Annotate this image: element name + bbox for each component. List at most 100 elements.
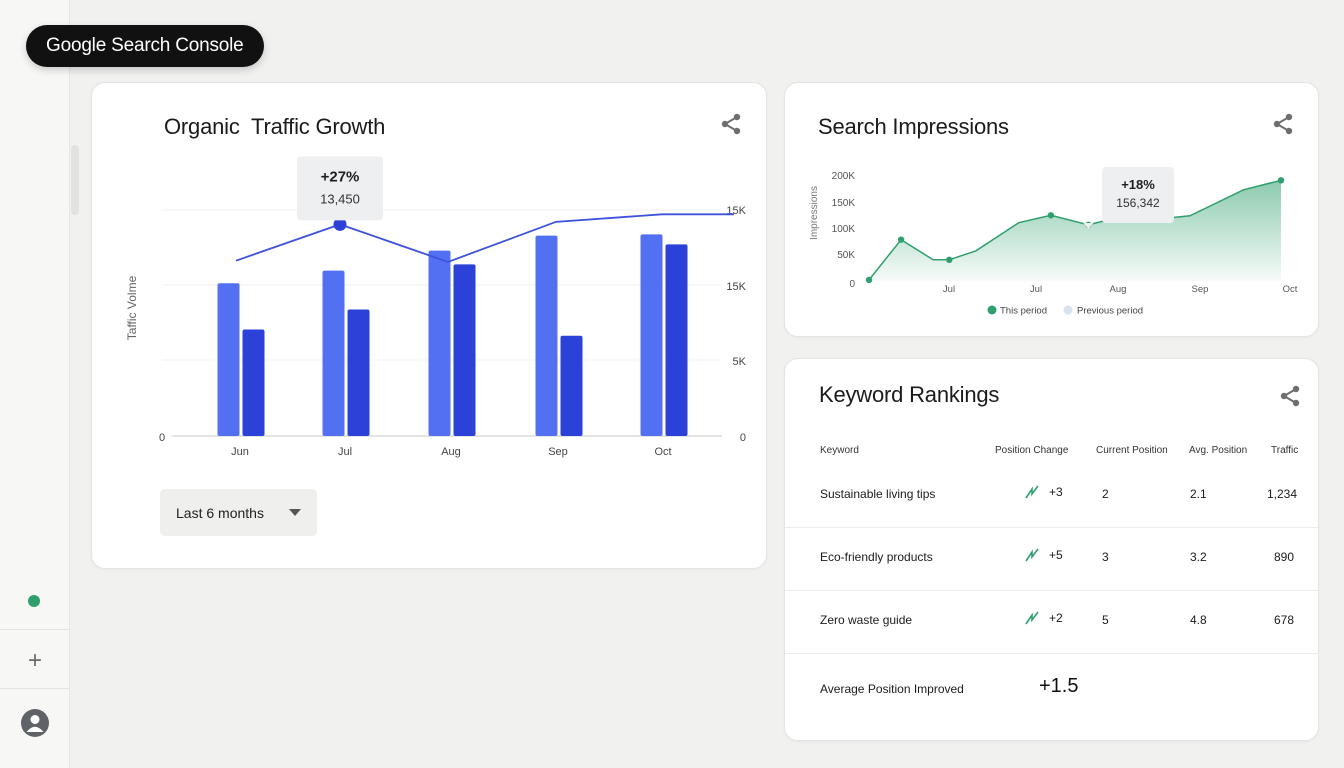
x-axis-tick-label: Oct [1283,284,1298,295]
bar [428,250,451,436]
table-row[interactable]: Sustainable living tips +3 2 2.1 1,234 [785,465,1318,528]
bar [640,234,663,436]
column-header-traffic[interactable]: Traffic [1271,445,1299,456]
right-axis-tick-label: 15K [726,281,746,293]
bar [535,235,558,436]
caret-down-icon [289,509,301,516]
x-axis-tick-label: Sep [548,446,568,458]
share-icon[interactable] [1271,112,1295,136]
card-title: Organic Traffic Growth [164,114,386,139]
series-line [868,179,1282,281]
y-axis-tick-label: 100K [832,224,856,235]
legend-marker [1063,305,1073,315]
legend-label: Previous period [1077,306,1143,317]
sidebar-divider [0,688,70,689]
period-dropdown-label: Last 6 months [176,504,264,521]
traffic-cell: 1,234 [1267,487,1298,501]
x-axis-tick-label: Sep [1192,284,1209,295]
current-position-cell: 2 [1102,487,1109,501]
tooltip-box [297,156,383,221]
right-axis-tick-label: 0 [740,432,746,444]
highlight-point [333,217,347,231]
avg-position-cell: 2.1 [1190,487,1207,501]
period-dropdown[interactable]: Last 6 months [160,489,317,536]
status-indicator [28,595,40,607]
keyword-cell: Sustainable living tips [820,487,936,501]
bar [560,335,583,436]
tooltip-change: +18% [1121,177,1155,192]
current-position-cell: 5 [1102,613,1109,627]
summary-label: Average Position Improved [820,682,964,696]
y-axis-tick-label: 50K [837,250,855,261]
sidebar-scrollbar[interactable] [71,145,79,215]
x-axis-tick-label: Aug [1110,284,1127,295]
current-position-cell: 3 [1102,550,1109,564]
trend-line [235,213,734,263]
tooltip-value: 156,342 [1116,196,1160,210]
column-header-position-change[interactable]: Position Change [995,445,1069,456]
trend-up-icon [1025,485,1039,499]
right-axis-tick-label: 5K [733,356,747,368]
bar [665,244,688,436]
column-header-avg-position[interactable]: Avg. Position [1189,445,1248,456]
traffic-cell: 678 [1274,613,1295,627]
x-axis-tick-label: Aug [441,446,461,458]
share-icon[interactable] [1278,384,1302,408]
position-change-cell: +2 [1025,611,1063,625]
column-header-keyword[interactable]: Keyword [820,445,859,456]
bar [322,270,345,436]
tooltip-value: 13,450 [320,191,360,206]
position-change-value: +2 [1049,611,1063,625]
position-change-cell: +3 [1025,485,1063,499]
app-title: Google Search Console [26,25,264,67]
tooltip-box [1102,167,1174,223]
x-axis-tick-label: Oct [654,446,671,458]
bar [217,283,240,436]
search-impressions-card: Search Impressions 200K 150K 100K 50K 0 Impre… [784,82,1319,337]
y-axis-label: Taffic Volme [125,275,139,340]
avg-position-cell: 3.2 [1190,550,1207,564]
data-point [1277,177,1285,184]
card-title: Search Impressions [818,114,1009,139]
account-circle-icon[interactable] [21,709,49,737]
x-axis-tick-label: Jul [338,446,352,458]
data-point [946,256,953,263]
bar [242,329,265,436]
table-row[interactable]: Zero waste guide +2 5 4.8 678 [785,591,1318,654]
keyword-rankings-card: Keyword Rankings Keyword Position Change… [784,358,1319,741]
bar [347,309,370,436]
left-axis-tick-label: 0 [159,432,165,444]
tooltip-pointer [1083,223,1094,229]
y-axis-tick-label: 150K [832,198,856,209]
impressions-area-chart: 200K 150K 100K 50K 0 Impressions Jul Jul Aug Sep O… [809,167,1298,317]
legend-marker [987,305,997,315]
x-axis-tick-label: Jun [231,446,249,458]
position-change-cell: +5 [1025,548,1063,562]
sidebar: + [0,0,79,768]
share-icon[interactable] [719,112,743,136]
keyword-cell: Eco-friendly products [820,550,933,564]
position-change-value: +5 [1049,548,1063,562]
x-axis-tick-label: Jul [1030,284,1042,295]
plus-icon[interactable]: + [27,647,42,674]
avg-position-cell: 4.8 [1190,613,1207,627]
traffic-cell: 890 [1274,550,1295,564]
keyword-cell: Zero waste guide [820,613,913,627]
y-axis-tick-label: 0 [849,279,855,290]
traffic-growth-card: Organic Traffic Growth 0 15K 15K 5K 0 Taffic … [91,82,767,569]
bar [453,264,476,436]
trend-up-icon [1025,611,1039,625]
tooltip-change: +27% [321,168,360,185]
data-point [1047,212,1055,219]
position-change-value: +3 [1049,485,1063,499]
x-axis-tick-label: Jul [943,284,955,295]
card-title: Keyword Rankings [819,382,1000,407]
data-point [865,276,873,284]
legend-label: This period [1000,306,1047,317]
summary-value: +1.5 [1039,675,1079,697]
column-header-current-position[interactable]: Current Position [1096,445,1168,456]
sidebar-divider [0,629,70,630]
data-point [897,236,905,243]
table-row[interactable]: Eco-friendly products +5 3 3.2 890 [785,528,1318,591]
